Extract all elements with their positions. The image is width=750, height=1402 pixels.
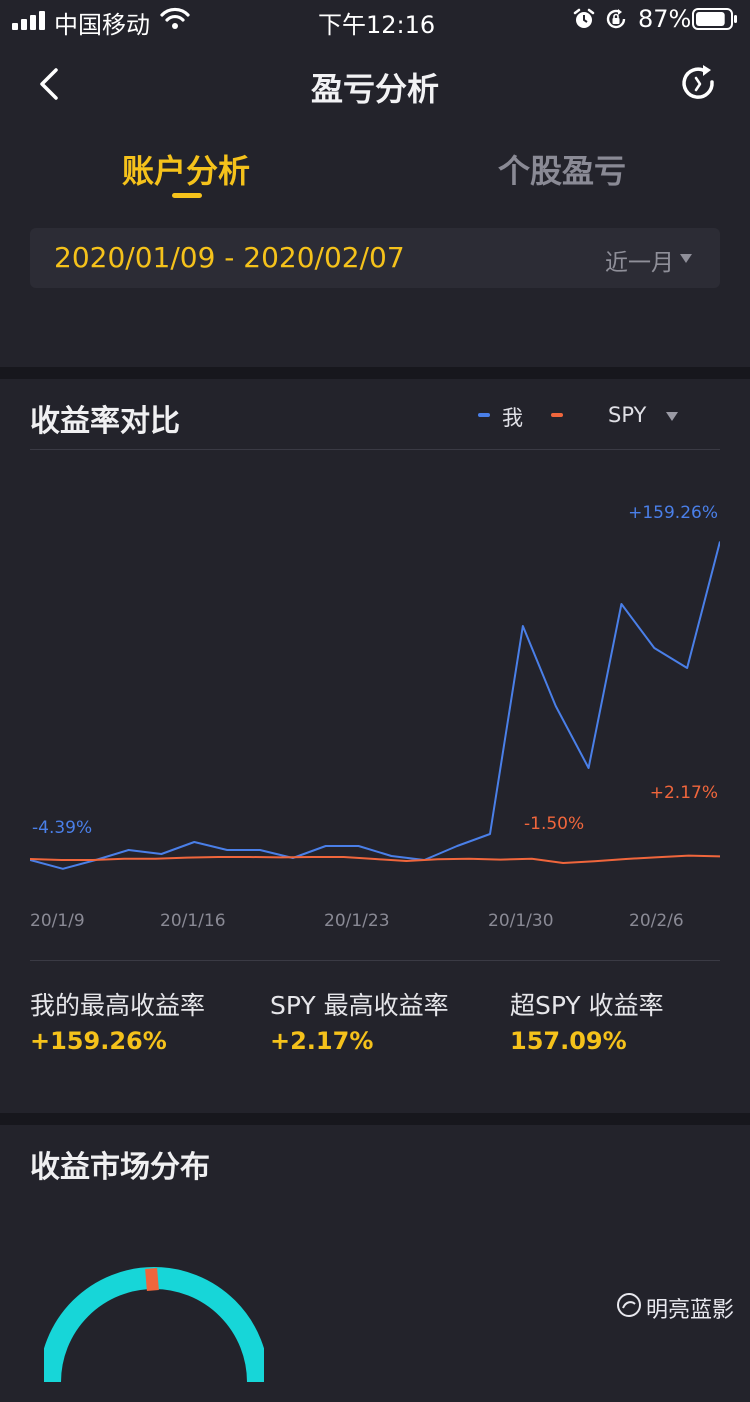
section-divider <box>0 1113 750 1125</box>
data-label-0: +159.26% <box>628 503 718 523</box>
page-title: 盈亏分析 <box>310 70 439 108</box>
x-tick-label: 20/1/23 <box>324 911 390 931</box>
stat-value-spy-max: +2.17% <box>270 1027 374 1055</box>
clock-time: 下午12:16 <box>318 11 436 39</box>
date-range: 2020/01/09 - 2020/02/07 <box>54 241 405 274</box>
benchmark-selector[interactable]: SPY <box>608 403 647 427</box>
x-tick-label: 20/1/16 <box>160 911 226 931</box>
series-line-me <box>30 541 720 870</box>
data-label-1: -4.39% <box>32 818 92 838</box>
legend-swatch-me <box>478 413 490 417</box>
tab-stock-pnl[interactable]: 个股盈亏 <box>498 152 627 190</box>
stat-label-spy-max: SPY 最高收益率 <box>270 991 449 1020</box>
divider-line <box>30 960 720 961</box>
watermark-text: 明亮蓝影 <box>646 1298 735 1323</box>
caret-down-icon[interactable] <box>680 254 692 263</box>
series-line-spy <box>30 854 720 864</box>
rotation-lock-icon <box>606 9 626 29</box>
data-label-2: +2.17% <box>650 783 718 803</box>
carrier-name: 中国移动 <box>54 11 150 39</box>
legend-label-me: 我 <box>502 406 523 430</box>
alarm-icon <box>573 8 595 28</box>
battery-icon <box>692 8 737 30</box>
refresh-icon[interactable] <box>676 62 720 106</box>
tab-account-analysis[interactable]: 账户分析 <box>122 152 251 190</box>
date-filter-bar[interactable]: 2020/01/09 - 2020/02/07 近一月 <box>30 228 720 288</box>
stat-label-my-max: 我的最高收益率 <box>30 991 206 1020</box>
status-bar: 中国移动 下午12:16 87% <box>0 0 750 40</box>
stat-value-my-max: +159.26% <box>30 1027 167 1055</box>
caret-down-icon[interactable] <box>666 412 678 421</box>
section-divider <box>0 367 750 379</box>
watermark-logo-icon <box>617 1293 641 1317</box>
legend-swatch-spy <box>551 413 563 417</box>
returns-line-chart: +159.26% -4.39% +2.17% -1.50% 20/1/9 20/1/16… <box>30 503 720 931</box>
x-tick-label: 20/2/6 <box>629 911 684 931</box>
wifi-icon <box>160 7 190 29</box>
back-icon[interactable] <box>34 64 64 104</box>
data-label-3: -1.50% <box>524 814 584 834</box>
battery-percentage: 87% <box>638 5 692 33</box>
active-tab-indicator <box>172 193 202 198</box>
signal-icon <box>12 10 46 30</box>
stat-label-excess: 超SPY 收益率 <box>510 991 664 1020</box>
divider-line <box>30 449 720 450</box>
returns-comparison-title: 收益率对比 <box>30 404 180 439</box>
x-tick-label: 20/1/30 <box>488 911 554 931</box>
stat-value-excess: 157.09% <box>510 1027 627 1055</box>
market-distribution-title: 收益市场分布 <box>30 1150 210 1185</box>
period-selector[interactable]: 近一月 <box>605 250 674 276</box>
market-distribution-donut <box>44 1267 264 1383</box>
x-tick-label: 20/1/9 <box>30 911 85 931</box>
